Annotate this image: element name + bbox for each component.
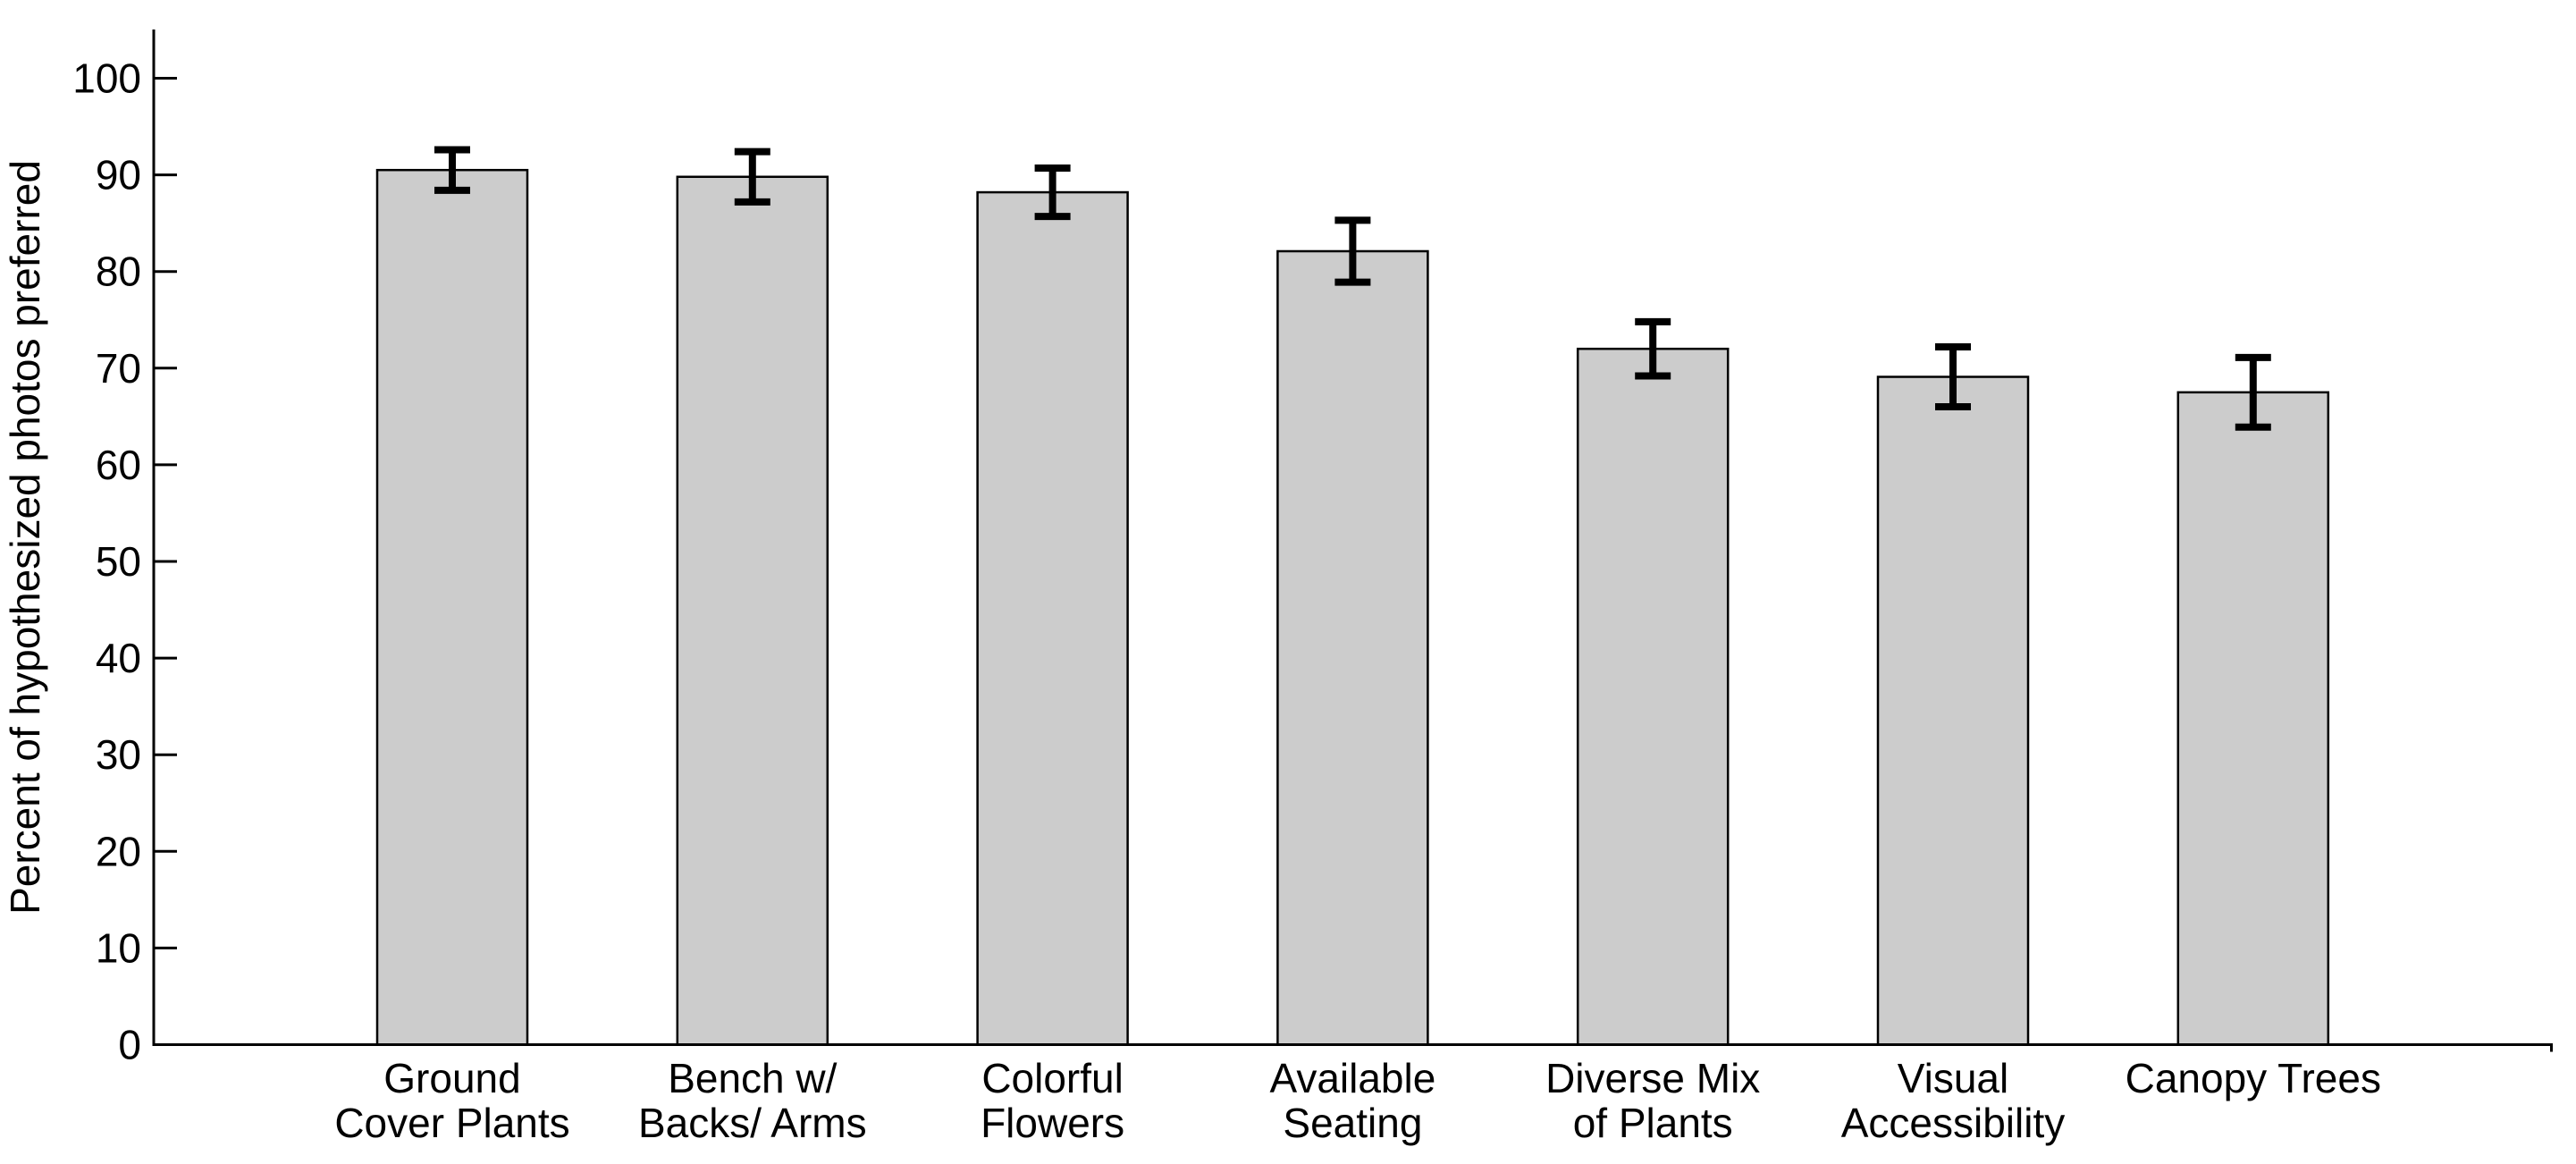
x-label-available-seating: Available Seating: [1269, 1055, 1435, 1146]
y-tick-label-100: 100: [72, 55, 141, 102]
x-label-line: Accessibility: [1841, 1100, 2066, 1146]
y-tick-label-90: 90: [96, 152, 141, 198]
y-tick-label-60: 60: [96, 442, 141, 488]
y-tick-label-10: 10: [96, 924, 141, 971]
x-label-line: Visual: [1898, 1055, 2008, 1101]
bar-ground-cover-plants: [375, 168, 529, 1046]
x-label-colorful-flowers: Colorful Flowers: [981, 1055, 1124, 1146]
x-label-line: Available: [1269, 1055, 1435, 1101]
error-bar-canopy-trees: [2235, 353, 2271, 431]
y-tick-label-0: 0: [118, 1022, 141, 1068]
bar-canopy-trees: [2176, 391, 2330, 1046]
error-bar-visual-accessibility: [1935, 343, 1971, 411]
y-axis-title: Percent of hypothesized photos preferred: [2, 160, 48, 915]
y-tick-labels-group: 0 10 20 30 40 50 60 70 80 90 100: [72, 55, 141, 1068]
y-tick-label-40: 40: [96, 635, 141, 681]
x-label-diverse-mix-of-plants: Diverse Mix of Plants: [1545, 1055, 1760, 1146]
bar-colorful-flowers: [976, 190, 1129, 1046]
y-ticks-group: [154, 77, 177, 1046]
x-label-line: Canopy Trees: [2126, 1055, 2381, 1101]
error-bar-ground-cover-plants: [434, 146, 470, 194]
x-label-line: Bench w/: [668, 1055, 837, 1101]
bar-diverse-mix-of-plants: [1576, 347, 1730, 1046]
error-bars-group: [434, 146, 2271, 431]
y-tick-label-20: 20: [96, 828, 141, 874]
x-label-line: Ground: [383, 1055, 520, 1101]
bars-group: [375, 168, 2330, 1046]
bar-bench-w-backs-arms: [676, 175, 829, 1046]
x-label-line: Diverse Mix: [1545, 1055, 1760, 1101]
x-label-bench-w-backs-arms: Bench w/Backs/ Arms: [638, 1055, 867, 1146]
bar-available-seating: [1276, 249, 1429, 1046]
x-category-labels-group: Ground Cover Plants Bench w/Backs/ Arms Col…: [334, 1055, 2381, 1146]
x-label-line: Flowers: [981, 1100, 1124, 1146]
y-tick-label-30: 30: [96, 731, 141, 778]
x-label-visual-accessibility: Visual Accessibility: [1841, 1055, 2066, 1146]
axes-group: [152, 30, 2553, 1052]
x-label-canopy-trees: Canopy Trees: [2126, 1055, 2381, 1101]
x-label-line: Backs/ Arms: [638, 1100, 867, 1146]
x-label-line: Cover Plants: [334, 1100, 569, 1146]
x-label-line: of Plants: [1573, 1100, 1733, 1146]
x-label-ground-cover-plants: Ground Cover Plants: [334, 1055, 569, 1146]
y-tick-label-70: 70: [96, 345, 141, 392]
x-label-line: Colorful: [981, 1055, 1124, 1101]
y-tick-label-80: 80: [96, 249, 141, 295]
bar-visual-accessibility: [1876, 375, 2030, 1046]
x-label-line: Seating: [1283, 1100, 1422, 1146]
error-bar-bench-w-backs-arms: [734, 148, 770, 206]
error-bar-diverse-mix-of-plants: [1635, 317, 1671, 380]
error-bar-colorful-flowers: [1034, 164, 1071, 221]
error-bar-available-seating: [1334, 216, 1371, 286]
y-tick-label-50: 50: [96, 538, 141, 585]
